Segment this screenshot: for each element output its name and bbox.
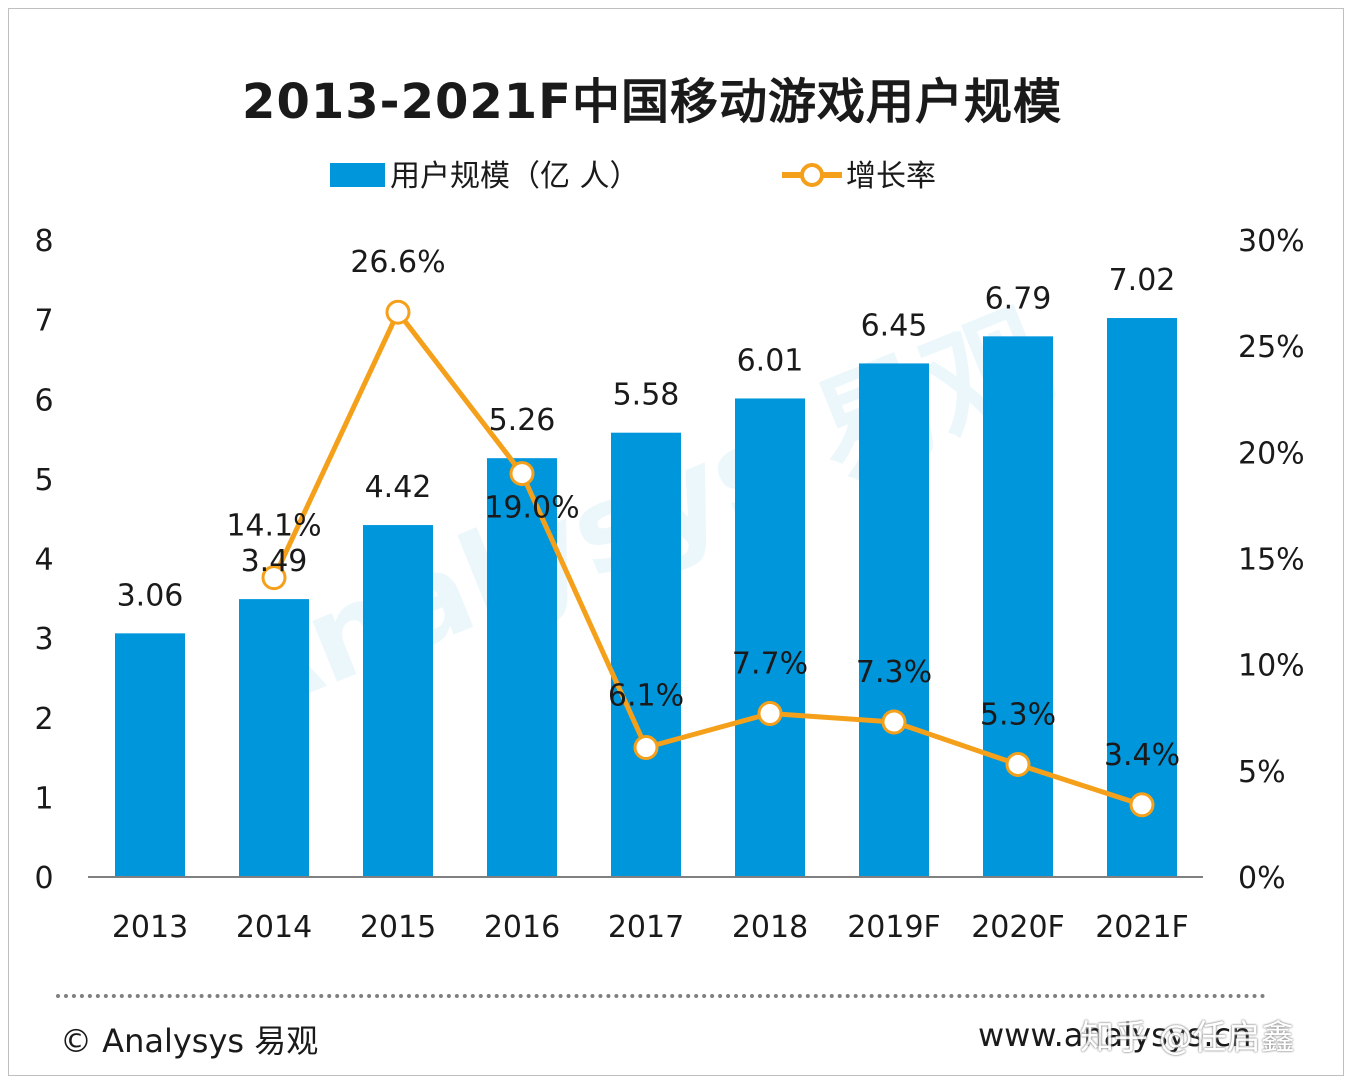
bars-layer — [115, 318, 1177, 878]
x-tick-label: 2013 — [112, 910, 188, 945]
bar-value-label: 6.79 — [985, 281, 1052, 316]
growth-rate-label: 7.3% — [856, 655, 932, 690]
bar-2021f — [1107, 318, 1177, 878]
bar-2014 — [239, 599, 309, 877]
left-tick-label: 0 — [34, 861, 53, 896]
zhihu-watermark: 知乎 @任启鑫 — [1080, 1018, 1295, 1058]
footer-source: © Analysys 易观 — [60, 1022, 319, 1060]
left-tick-label: 4 — [34, 543, 53, 578]
x-tick-label: 2019F — [847, 910, 941, 945]
right-tick-label: 25% — [1238, 330, 1305, 365]
growth-rate-label: 6.1% — [608, 678, 684, 713]
bar-value-label: 6.01 — [737, 343, 804, 378]
growth-rate-marker — [1129, 792, 1155, 818]
bar-2019f — [859, 363, 929, 877]
left-axis-ticks: 0 1 2 3 4 5 6 7 8 — [34, 224, 53, 896]
growth-rate-label: 14.1% — [226, 509, 321, 544]
left-tick-label: 6 — [34, 383, 53, 418]
right-tick-label: 0% — [1238, 861, 1286, 896]
growth-rate-marker — [757, 701, 783, 727]
bar-value-label: 4.42 — [365, 470, 432, 505]
growth-rate-label: 5.3% — [980, 697, 1056, 732]
bar-value-label: 3.06 — [117, 578, 184, 613]
growth-rate-label: 7.7% — [732, 647, 808, 682]
right-tick-label: 10% — [1238, 649, 1305, 684]
legend-swatch-marker — [800, 163, 824, 187]
bar-value-label: 7.02 — [1109, 263, 1176, 298]
right-tick-label: 5% — [1238, 755, 1286, 790]
growth-rate-label: 19.0% — [484, 491, 579, 526]
chart-title: 2013-2021F中国移动游戏用户规模 — [242, 74, 1062, 130]
growth-rate-label: 26.6% — [350, 245, 445, 280]
legend-label-line: 增长率 — [846, 159, 936, 194]
labels-layer: 3.06 3.49 4.42 5.26 5.58 6.01 6.45 6.79 7.02 14.1… — [117, 245, 1181, 773]
growth-rate-marker — [1005, 751, 1031, 777]
bar-2020f — [983, 336, 1053, 877]
footer-website: www.analysys.cn — [978, 1016, 1252, 1054]
growth-rate-marker — [633, 734, 659, 760]
x-tick-label: 2018 — [732, 910, 808, 945]
left-tick-label: 7 — [34, 304, 53, 339]
right-tick-label: 30% — [1238, 224, 1305, 259]
bar-2015 — [363, 525, 433, 877]
right-tick-label: 20% — [1238, 436, 1305, 471]
growth-rate-marker — [881, 709, 907, 735]
legend-swatch-bar — [330, 163, 385, 187]
legend-label-bar: 用户规模（亿 人） — [390, 159, 640, 194]
left-tick-label: 5 — [34, 463, 53, 498]
footer-divider — [56, 994, 1266, 998]
bar-value-label: 6.45 — [861, 308, 928, 343]
left-tick-label: 3 — [34, 622, 53, 657]
x-tick-label: 2017 — [608, 910, 684, 945]
x-tick-label: 2016 — [484, 910, 560, 945]
right-tick-label: 15% — [1238, 543, 1305, 578]
bar-value-label: 3.49 — [241, 544, 308, 579]
growth-rate-line — [271, 309, 1143, 808]
growth-rate-marker — [261, 565, 287, 591]
x-tick-label: 2020F — [971, 910, 1065, 945]
bar-2013 — [115, 633, 185, 877]
growth-rate-label: 3.4% — [1104, 738, 1180, 773]
left-tick-label: 2 — [34, 702, 53, 737]
right-axis-ticks: 0% 5% 10% 15% 20% 25% 30% — [1238, 224, 1305, 896]
left-tick-label: 1 — [34, 781, 53, 816]
bar-2018 — [735, 398, 805, 877]
growth-rate-marker — [385, 299, 411, 325]
x-tick-label: 2015 — [360, 910, 436, 945]
bar-value-label: 5.26 — [489, 403, 556, 438]
x-axis-ticks: 2013 2014 2015 2016 2017 2018 2019F 2020F 2021F — [112, 910, 1189, 945]
growth-rate-marker — [509, 461, 535, 487]
x-tick-label: 2014 — [236, 910, 312, 945]
bar-2017 — [611, 432, 681, 877]
legend: 用户规模（亿 人） 增长率 — [330, 159, 936, 194]
line-layer — [261, 299, 1155, 818]
x-tick-label: 2021F — [1095, 910, 1189, 945]
left-tick-label: 8 — [34, 224, 53, 259]
bar-value-label: 5.58 — [613, 378, 680, 413]
